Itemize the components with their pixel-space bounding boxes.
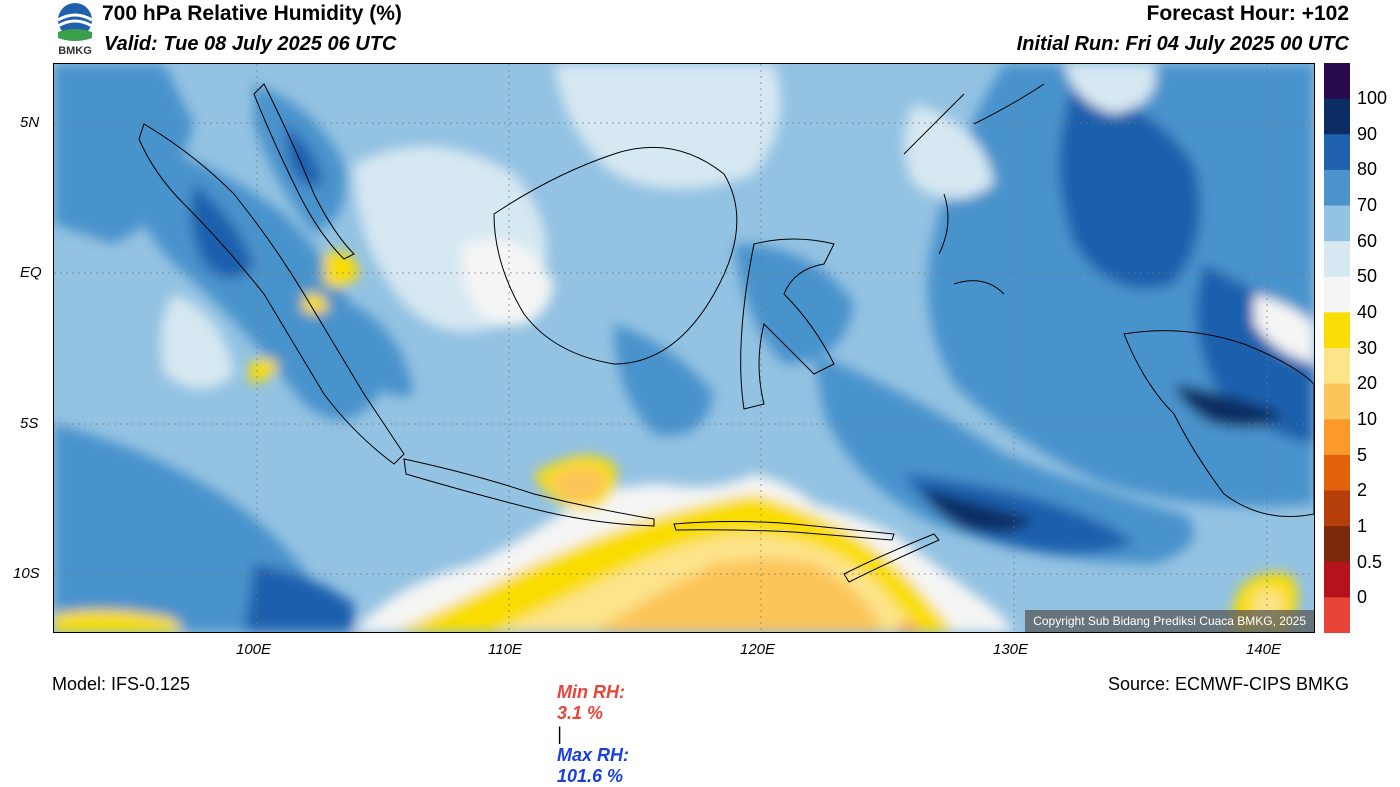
lat-label-5s: 5S xyxy=(20,415,39,432)
map-title: 700 hPa Relative Humidity (%) xyxy=(102,2,402,25)
colorbar-swatch xyxy=(1324,205,1350,242)
cb-label-70: 70 xyxy=(1357,195,1378,215)
colorbar-swatch xyxy=(1324,561,1350,598)
lon-label-120e: 120E xyxy=(740,641,776,658)
model-info: Model: IFS-0.125 xyxy=(52,674,191,694)
cb-label-5: 5 xyxy=(1357,445,1368,465)
colorbar-swatch xyxy=(1324,419,1350,456)
halmahera-coastline xyxy=(938,193,1005,295)
colorbar-swatch xyxy=(1324,134,1350,171)
new-guinea-coastline xyxy=(1123,330,1314,517)
bmkg-logo-icon xyxy=(57,3,93,41)
lat-label-5n: 5N xyxy=(20,114,40,131)
colorbar-swatch xyxy=(1324,454,1350,492)
sulawesi-coastline xyxy=(740,238,835,410)
max-rh-value: 101.6 % xyxy=(557,766,624,786)
colorbar-swatch xyxy=(1324,63,1350,100)
humidity-field: Copyright Sub Bidang Prediksi Cuaca BMKG… xyxy=(54,64,1314,632)
humidity-map: Copyright Sub Bidang Prediksi Cuaca BMKG… xyxy=(53,63,1315,633)
timor-coastline xyxy=(843,533,940,583)
colorbar xyxy=(1324,63,1350,634)
cb-label-40: 40 xyxy=(1357,302,1378,322)
java-coastline xyxy=(403,458,655,527)
cb-label-60: 60 xyxy=(1357,231,1378,251)
colorbar-swatch xyxy=(1324,526,1350,563)
colorbar-swatch xyxy=(1324,490,1350,527)
philippines-coastline xyxy=(903,83,1045,155)
colorbar-swatches xyxy=(1324,63,1350,634)
lat-label-eq: EQ xyxy=(20,264,42,281)
max-rh-label: Max RH: xyxy=(557,745,630,765)
cb-label-0: 0 xyxy=(1357,587,1368,607)
copyright-notice: Copyright Sub Bidang Prediksi Cuaca BMKG… xyxy=(1025,610,1314,632)
cb-label-50: 50 xyxy=(1357,266,1378,286)
colorbar-swatch xyxy=(1324,241,1350,278)
cb-label-80: 80 xyxy=(1357,159,1378,179)
colorbar-swatch xyxy=(1324,383,1350,420)
cb-label-10: 10 xyxy=(1357,409,1378,429)
colorbar-swatch xyxy=(1324,597,1350,634)
bmkg-logo: BMKG xyxy=(52,2,98,58)
cb-label-100: 100 xyxy=(1357,88,1388,108)
colorbar-swatch xyxy=(1324,169,1350,207)
nusa-tenggara-coastline xyxy=(673,521,895,541)
cb-label-0-5: 0.5 xyxy=(1357,552,1383,572)
sumatra-coastline xyxy=(138,123,405,465)
borneo-coastline xyxy=(493,146,738,365)
colorbar-swatch xyxy=(1324,276,1350,313)
rh-stats: Min RH: 3.1 % | Max RH: 101.6 % xyxy=(547,661,629,787)
min-rh-label: Min RH: xyxy=(557,682,625,702)
logo-text: BMKG xyxy=(58,45,92,57)
cb-label-20: 20 xyxy=(1357,373,1378,393)
valid-time: Valid: Tue 08 July 2025 06 UTC xyxy=(104,33,397,55)
lon-label-110e: 110E xyxy=(488,641,522,658)
cb-label-90: 90 xyxy=(1357,124,1378,144)
source-info: Source: ECMWF-CIPS BMKG xyxy=(1107,674,1349,694)
initial-run: Initial Run: Fri 04 July 2025 00 UTC xyxy=(1016,33,1349,55)
cb-label-2: 2 xyxy=(1357,480,1368,500)
malay-peninsula-coastline xyxy=(253,83,355,260)
colorbar-swatch xyxy=(1324,348,1350,385)
forecast-hour: Forecast Hour: +102 xyxy=(1146,2,1350,25)
lon-label-130e: 130E xyxy=(993,641,1029,658)
cb-label-30: 30 xyxy=(1357,338,1378,358)
lon-label-140e: 140E xyxy=(1246,641,1282,658)
lat-label-10s: 10S xyxy=(13,565,40,582)
cb-label-1: 1 xyxy=(1357,516,1368,536)
lon-label-100e: 100E xyxy=(236,641,272,658)
colorbar-swatch xyxy=(1324,312,1350,349)
min-rh-value: 3.1 % xyxy=(557,703,604,723)
colorbar-swatch xyxy=(1324,98,1350,135)
stats-separator: | xyxy=(557,724,562,744)
